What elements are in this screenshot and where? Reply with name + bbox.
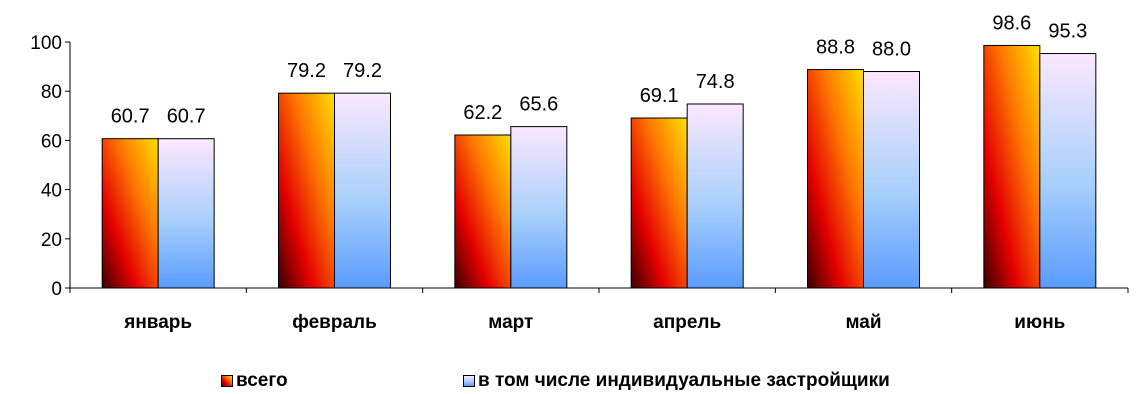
bar-series-2 xyxy=(334,92,391,289)
bar-series-1 xyxy=(807,69,864,289)
data-label-series-2: 79.2 xyxy=(343,60,382,82)
data-label-series-2: 65.6 xyxy=(519,94,558,116)
x-category-label: январь xyxy=(123,312,192,333)
bar-series-2 xyxy=(686,103,744,289)
data-label-series-1: 60.7 xyxy=(111,106,150,128)
data-label-series-2: 74.8 xyxy=(696,71,735,93)
y-tick-label: 100 xyxy=(30,33,62,54)
bar-series-2 xyxy=(863,71,920,289)
y-tick-label: 20 xyxy=(41,230,62,251)
data-label-series-1: 69.1 xyxy=(640,85,679,107)
legend-label-series-2: в том числе индивидуальные застройщики xyxy=(478,370,890,391)
legend-swatch-series-2 xyxy=(463,375,475,387)
data-label-series-2: 95.3 xyxy=(1048,21,1087,43)
y-tick-label: 60 xyxy=(41,131,62,152)
bar-series-1 xyxy=(278,92,335,289)
y-tick-label: 0 xyxy=(51,279,62,300)
data-label-series-1: 98.6 xyxy=(992,12,1031,34)
y-tick-label: 80 xyxy=(41,82,62,103)
x-category-label: март xyxy=(488,312,533,333)
data-label-series-2: 60.7 xyxy=(167,106,206,128)
bar-series-2 xyxy=(1039,53,1097,289)
legend-label-series-1: всего xyxy=(236,370,288,391)
labels: 60.7 60.7 январь 79.2 79.2 февраль 62.2 65.6 мар… xyxy=(111,12,1088,333)
x-category-label: май xyxy=(845,312,881,333)
x-category-label: февраль xyxy=(292,312,377,333)
legend-swatch-series-1 xyxy=(221,375,233,387)
axes: 0 20 40 60 80 100 xyxy=(30,33,1129,300)
bar-series-1 xyxy=(101,138,159,289)
data-label-series-1: 62.2 xyxy=(463,102,502,124)
data-label-series-1: 88.8 xyxy=(816,37,855,59)
legend: всего в том числе индивидуальные застрой… xyxy=(0,370,1146,394)
x-category-label: апрель xyxy=(653,312,721,333)
bar-series-1 xyxy=(983,44,1041,289)
data-label-series-1: 79.2 xyxy=(287,60,326,82)
bar-series-2 xyxy=(157,138,215,289)
y-tick-label: 40 xyxy=(41,181,62,202)
bar-series-1 xyxy=(454,134,512,289)
bars xyxy=(101,44,1097,289)
x-category-label: июнь xyxy=(1014,312,1065,333)
bar-series-2 xyxy=(510,126,568,289)
bar-series-1 xyxy=(630,117,688,289)
legend-item-series-2: в том числе индивидуальные застройщики xyxy=(463,370,890,392)
legend-item-series-1: всего xyxy=(221,370,288,392)
data-label-series-2: 88.0 xyxy=(872,39,911,61)
bar-chart: 0 20 40 60 80 100 60.7 60.7 январь 79.2 79.2 февра… xyxy=(30,12,1129,333)
